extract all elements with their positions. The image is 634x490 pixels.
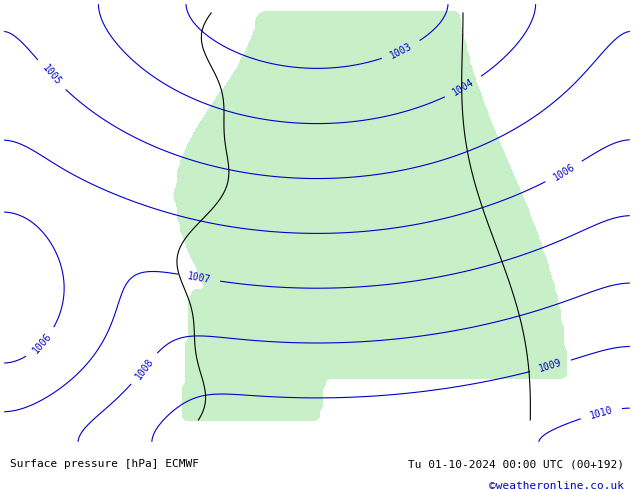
- Text: ©weatheronline.co.uk: ©weatheronline.co.uk: [489, 481, 624, 490]
- Text: 1006: 1006: [551, 161, 576, 182]
- Text: 1003: 1003: [389, 41, 414, 60]
- Text: 1009: 1009: [538, 358, 563, 374]
- Text: 1006: 1006: [30, 331, 53, 355]
- Text: 1010: 1010: [588, 405, 614, 420]
- Text: 1004: 1004: [451, 77, 476, 98]
- Text: 1008: 1008: [133, 356, 155, 381]
- Text: Surface pressure [hPa] ECMWF: Surface pressure [hPa] ECMWF: [10, 460, 200, 469]
- Text: 1007: 1007: [186, 270, 212, 285]
- Text: Tu 01-10-2024 00:00 UTC (00+192): Tu 01-10-2024 00:00 UTC (00+192): [408, 460, 624, 469]
- Text: 1005: 1005: [40, 63, 63, 87]
